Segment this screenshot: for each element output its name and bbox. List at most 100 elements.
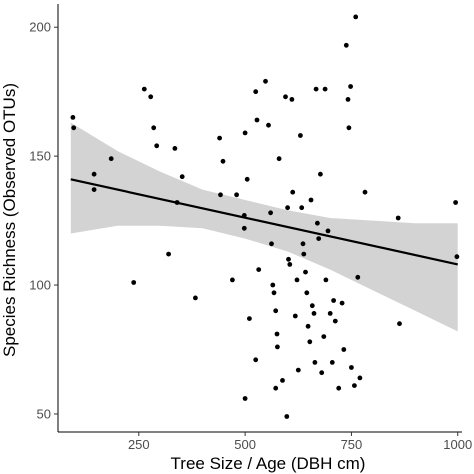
data-point [217,135,223,141]
data-point [331,298,336,303]
data-point [166,251,172,257]
data-point [323,277,329,283]
confidence-band [70,122,458,332]
data-point [289,97,295,102]
data-point [283,94,288,100]
data-point [285,205,290,211]
data-point [253,89,259,95]
y-tick-label: 50 [37,406,51,421]
data-point [263,78,268,84]
data-point [397,321,402,327]
data-point [329,360,335,365]
data-point [242,396,248,401]
data-point [308,197,314,203]
data-point [91,187,97,193]
data-point [295,367,301,373]
data-point [174,200,180,205]
data-point [362,189,368,195]
data-point [355,274,361,280]
data-point [300,241,306,247]
x-tick-label: 750 [341,437,363,452]
data-point [179,174,185,180]
data-point [454,254,460,260]
data-point [325,228,331,234]
data-point [230,277,235,283]
data-point [220,158,226,164]
data-point [322,86,328,92]
data-point [276,156,282,162]
regression-line-layer [70,178,458,266]
data-point [273,385,279,391]
y-axis-title: Species Richness (Observed OTUs) [0,83,19,357]
data-point [303,269,308,275]
data-point [349,365,354,370]
y-tick-label: 100 [29,278,51,293]
data-point [341,347,347,352]
data-point [286,256,291,262]
data-point [70,115,76,120]
confidence-band-layer [70,122,458,332]
data-point [301,251,307,257]
data-point [453,200,458,205]
data-point [346,125,352,131]
data-point [242,130,248,136]
data-point [268,210,273,216]
data-point [141,86,147,92]
data-point [275,344,280,350]
x-axis-title: Tree Size / Age (DBH cm) [171,454,366,473]
data-point [312,360,318,365]
data-point [71,125,77,131]
data-point [241,225,247,231]
data-point [319,370,325,376]
data-point [151,125,157,131]
data-point [290,189,296,195]
data-point [311,311,317,316]
data-point [218,192,223,198]
data-point [327,311,333,316]
data-point [345,97,351,102]
x-tick-label: 250 [128,437,150,452]
data-point [287,262,293,267]
data-point [315,220,320,226]
data-point [305,323,311,329]
regression-line [70,178,458,266]
data-point [321,334,327,339]
data-point [247,316,252,321]
data-point [172,146,178,151]
axes-layer [54,4,462,436]
data-point [294,277,300,283]
data-point [256,267,262,272]
data-point [234,192,240,198]
data-point [313,86,319,92]
data-point [304,290,310,296]
data-point [395,215,401,221]
data-point [343,42,349,48]
data-point [193,295,198,301]
data-point [244,176,250,182]
data-point [352,383,357,388]
data-point [266,122,271,128]
data-point [271,290,277,296]
data-point [299,205,305,211]
x-tick-label: 500 [234,437,256,452]
data-point [241,213,247,218]
data-point [148,94,154,100]
data-point [353,14,359,20]
data-point [280,378,285,383]
data-point [316,236,322,242]
data-point [336,385,342,391]
y-tick-label: 150 [29,149,51,164]
data-point [274,331,280,337]
data-point [91,171,97,177]
data-point [284,414,290,419]
data-point [253,357,259,363]
tick-labels-layer: 250 500 750 1000 50 100 150 200 [29,20,472,452]
data-point [292,313,298,319]
data-point [307,339,313,345]
data-point [332,318,338,324]
data-point [269,241,274,247]
data-point [318,171,323,177]
y-tick-label: 200 [29,20,51,35]
data-point [339,300,345,306]
